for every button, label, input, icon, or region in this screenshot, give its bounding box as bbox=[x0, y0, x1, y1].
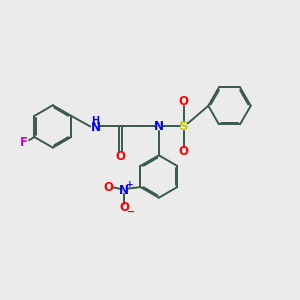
Text: O: O bbox=[116, 150, 126, 163]
Text: S: S bbox=[179, 120, 189, 133]
Text: O: O bbox=[119, 201, 129, 214]
Text: −: − bbox=[127, 207, 135, 217]
Text: O: O bbox=[103, 181, 113, 194]
Text: F: F bbox=[20, 136, 28, 149]
Text: O: O bbox=[179, 145, 189, 158]
Text: N: N bbox=[119, 184, 129, 196]
Text: +: + bbox=[126, 180, 134, 189]
Text: O: O bbox=[179, 95, 189, 108]
Text: N: N bbox=[154, 120, 164, 133]
Text: H: H bbox=[92, 116, 100, 126]
Text: N: N bbox=[91, 122, 100, 134]
